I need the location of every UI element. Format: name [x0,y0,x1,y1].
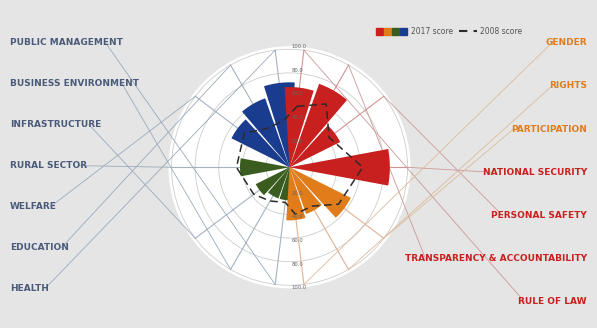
Text: 20.0: 20.0 [291,191,303,196]
Text: 80.0: 80.0 [291,262,303,267]
Text: 20.0: 20.0 [291,139,303,144]
Polygon shape [242,98,290,167]
Text: EDUCATION: EDUCATION [10,243,69,252]
Polygon shape [290,84,347,167]
Polygon shape [232,119,290,167]
Polygon shape [264,82,295,167]
Text: RULE OF LAW: RULE OF LAW [519,297,587,306]
Circle shape [169,47,410,288]
Polygon shape [290,167,322,214]
Polygon shape [290,149,390,186]
Text: NATIONAL SECURITY: NATIONAL SECURITY [483,168,587,177]
Polygon shape [290,126,340,167]
Polygon shape [256,167,290,195]
Text: RURAL SECTOR: RURAL SECTOR [10,161,87,170]
Text: PERSONAL SAFETY: PERSONAL SAFETY [491,211,587,220]
Text: HEALTH: HEALTH [10,284,49,293]
Text: 60.0: 60.0 [291,92,303,96]
Text: GENDER: GENDER [546,38,587,47]
Text: 40.0: 40.0 [291,115,303,120]
Text: BUSINESS ENVIRONMENT: BUSINESS ENVIRONMENT [10,79,139,88]
Text: 2008 score: 2008 score [480,27,522,36]
Polygon shape [240,158,290,176]
Text: TRANSPARENCY & ACCOUNTABILITY: TRANSPARENCY & ACCOUNTABILITY [405,254,587,263]
Polygon shape [290,167,351,218]
Bar [376,28,383,35]
Text: 40.0: 40.0 [291,215,303,219]
Text: PARTICIPATION: PARTICIPATION [511,125,587,133]
Text: 80.0: 80.0 [291,68,303,73]
Polygon shape [279,167,291,200]
Polygon shape [285,87,313,167]
Text: PUBLIC MANAGEMENT: PUBLIC MANAGEMENT [10,38,123,47]
Text: RIGHTS: RIGHTS [549,81,587,90]
Bar [384,28,391,35]
Text: INFRASTRUCTURE: INFRASTRUCTURE [10,120,101,129]
Text: 2017 score: 2017 score [411,27,453,36]
Text: 100.0: 100.0 [291,44,307,49]
Text: WELFARE: WELFARE [10,202,57,211]
Bar [392,28,399,35]
Text: 100.0: 100.0 [291,285,307,290]
Polygon shape [287,167,306,220]
Bar [400,28,407,35]
Text: 60.0: 60.0 [291,238,303,243]
Polygon shape [268,167,290,198]
